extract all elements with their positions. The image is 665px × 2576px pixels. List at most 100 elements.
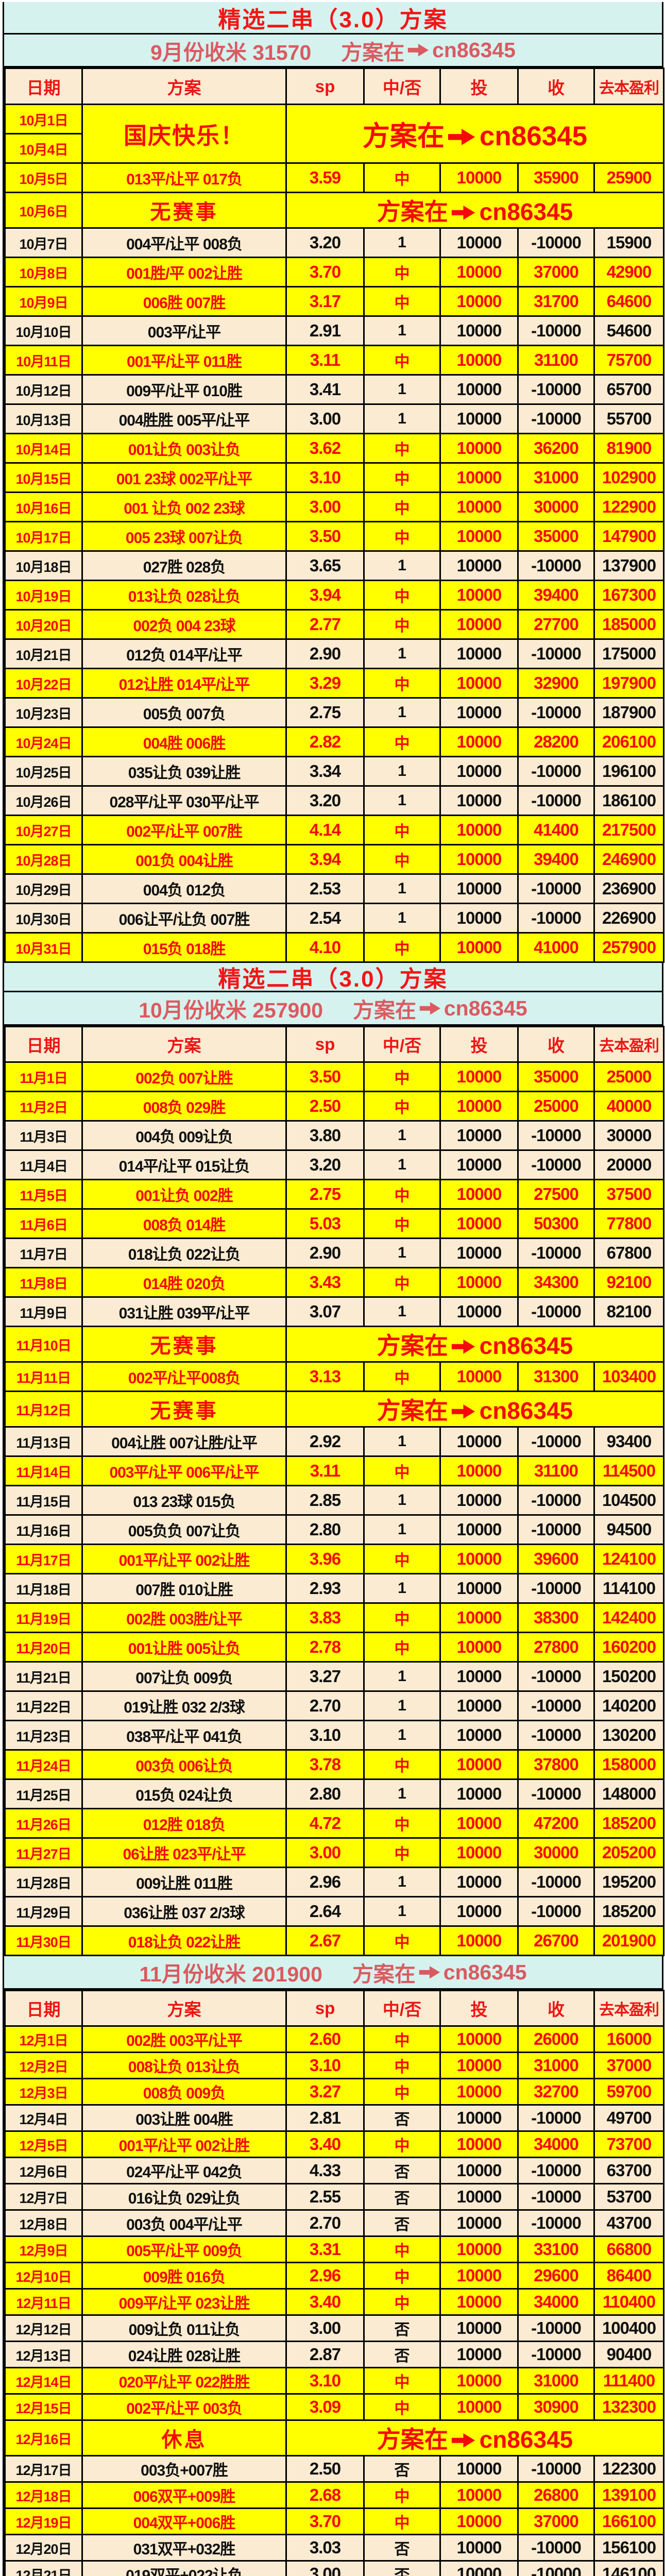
plan-cell: 019双平+022让负 — [81, 2560, 287, 2576]
sp-cell: 3.27 — [285, 1661, 365, 1692]
date-cell: 12月15日 — [4, 2393, 83, 2421]
date-cell: 12月17日 — [4, 2455, 83, 2483]
section-title-band: 精选二串（3.0）方案 — [4, 963, 662, 992]
profit-cell: 20000 — [593, 1149, 664, 1180]
table-row: 11月1日 002负 007让胜 3.50 中 10000 35000 25000 — [4, 1061, 664, 1092]
profit-cell: 86400 — [593, 2262, 664, 2290]
date-cell: 11月7日 — [4, 1238, 83, 1268]
date-cell: 10月31日 — [4, 932, 83, 963]
stake-cell: 10000 — [439, 1267, 519, 1298]
table-row: 12月5日 001平/让平 002让胜 3.40 中 10000 34000 73700 — [4, 2130, 664, 2158]
plan-cell: 009平/让平 023让胜 — [81, 2288, 287, 2316]
table-row: 11月10日 无赛事 方案在 cn86345 — [4, 1326, 664, 1363]
table-row: 11月18日 007胜 010让胜 2.93 1 10000 -10000 114100 — [4, 1573, 664, 1604]
return-cell: 47200 — [517, 1808, 595, 1839]
stake-cell: 10000 — [439, 1485, 519, 1516]
plan-cell: 002负 004 23球 — [81, 609, 287, 640]
return-cell: 34000 — [517, 2130, 595, 2158]
return-cell: -10000 — [517, 1573, 595, 1604]
result-cell: 中 — [363, 521, 441, 552]
plan-cell: 018让负 022让胜 — [81, 1925, 287, 1956]
month-summary: 11月份收米 201900 方案在 cn86345 — [139, 1957, 526, 1988]
date-cell: 12月6日 — [4, 2157, 83, 2184]
result-cell: 中 — [363, 1361, 441, 1392]
stake-cell: 10000 — [439, 697, 519, 728]
profit-cell: 110400 — [593, 2288, 664, 2316]
date-cell: 10月25日 — [4, 756, 83, 787]
column-header: sp — [285, 1026, 365, 1063]
plan-cell: 038平/让平 041负 — [81, 1720, 287, 1751]
table-row: 11月27日 06让胜 023平/让平 3.00 中 10000 30000 205200 — [4, 1837, 664, 1868]
month-summary-band: 11月份收米 201900 方案在 cn86345 — [4, 1956, 662, 1990]
result-cell: 1 — [363, 1867, 441, 1897]
table-row: 12月19日 004双平+006胜 3.70 中 10000 37000 166100 — [4, 2507, 664, 2535]
plan-cell: 016让负 029让负 — [81, 2183, 287, 2211]
plan-cell: 002平/让平 003负 — [81, 2393, 287, 2421]
profit-cell: 156100 — [593, 2534, 664, 2562]
result-cell: 中 — [363, 286, 441, 317]
date-cell: 10月27日 — [4, 815, 83, 845]
no-match-label: 无赛事 — [150, 1335, 218, 1358]
result-cell: 中 — [363, 2393, 441, 2421]
section-title-band: 精选二串（3.0）方案 — [4, 2, 662, 35]
return-cell: 37000 — [517, 2507, 595, 2535]
stake-cell: 10000 — [439, 785, 519, 816]
return-cell: -10000 — [517, 1720, 595, 1751]
stake-cell: 10000 — [439, 2157, 519, 2184]
return-cell: 30900 — [517, 2393, 595, 2421]
result-cell: 中 — [363, 162, 441, 193]
profit-cell: 103400 — [593, 1361, 664, 1392]
plan-cell: 001平/让平 002让胜 — [81, 1544, 287, 1574]
result-cell: 1 — [363, 1661, 441, 1692]
profit-cell: 37500 — [593, 1179, 664, 1210]
plan-cell: 015负 018胜 — [81, 932, 287, 963]
return-cell: 29600 — [517, 2262, 595, 2290]
profit-cell: 114500 — [593, 1455, 664, 1486]
result-cell: 1 — [363, 1514, 441, 1545]
plan-cell: 003让胜 004胜 — [81, 2104, 287, 2132]
table-row: 10月7日 004平/让平 008负 3.20 1 10000 -10000 15900 — [4, 227, 664, 258]
stake-cell: 10000 — [439, 1690, 519, 1721]
table-row: 10月29日 004负 012负 2.53 1 10000 -10000 236900 — [4, 873, 664, 904]
sp-cell: 3.80 — [285, 1120, 365, 1151]
table-row: 12月12日 009让负 011让负 3.00 否 10000 -10000 100400 — [4, 2314, 664, 2342]
table-row: 10月22日 012让胜 014平/让平 3.29 中 10000 32900 197900 — [4, 668, 664, 699]
profit-cell: 54600 — [593, 315, 664, 346]
column-header: 去本盈利 — [593, 67, 664, 105]
sp-cell: 3.43 — [285, 1267, 365, 1298]
result-cell: 1 — [363, 550, 441, 581]
column-header: 方案 — [81, 1026, 287, 1063]
result-cell: 否 — [363, 2183, 441, 2211]
table-row: 10月27日 002平/让平 007胜 4.14 中 10000 41400 217500 — [4, 815, 664, 845]
result-cell: 中 — [363, 2078, 441, 2106]
result-cell: 中 — [363, 2235, 441, 2263]
table-row: 12月21日 019双平+022让负 3.00 否 10000 -10000 146100 — [4, 2560, 664, 2576]
date-cell: 10月8日 — [4, 257, 83, 287]
stake-cell: 10000 — [439, 638, 519, 669]
stake-cell: 10000 — [439, 403, 519, 434]
table-row: 11月11日 002平/让平008负 3.13 中 10000 31300 103400 — [4, 1361, 664, 1392]
result-cell: 否 — [363, 2104, 441, 2132]
plan-cell: 004让胜 007让胜/让平 — [81, 1426, 287, 1457]
plan-cell: 020平/让平 022胜胜 — [81, 2367, 287, 2395]
date-cell: 10月5日 — [4, 162, 83, 193]
plan-cell: 休息 — [81, 2419, 287, 2456]
table-row: 10月23日 005负 007负 2.75 1 10000 -10000 187900 — [4, 697, 664, 728]
right-arrow-icon — [419, 1965, 440, 1979]
result-cell: 中 — [363, 1455, 441, 1486]
promo-text: 方案在 cn86345 — [377, 2426, 573, 2453]
sp-cell: 2.80 — [285, 1514, 365, 1545]
sp-cell: 3.10 — [285, 2052, 365, 2079]
return-cell: -10000 — [517, 1867, 595, 1897]
sp-cell: 2.50 — [285, 1091, 365, 1122]
date-cell: 10月20日 — [4, 609, 83, 640]
sp-cell: 3.09 — [285, 2393, 365, 2421]
table-row: 11月22日 019让胜 032 2/3球 2.70 1 10000 -10000 1402… — [4, 1690, 664, 1721]
stake-cell: 10000 — [439, 1455, 519, 1486]
plan-cell: 009胜 016负 — [81, 2262, 287, 2290]
return-cell: 36200 — [517, 433, 595, 464]
profit-cell: 42900 — [593, 257, 664, 287]
date-cell: 12月2日 — [4, 2052, 83, 2079]
date-cell: 11月24日 — [4, 1749, 83, 1780]
date-cell: 12月7日 — [4, 2183, 83, 2211]
